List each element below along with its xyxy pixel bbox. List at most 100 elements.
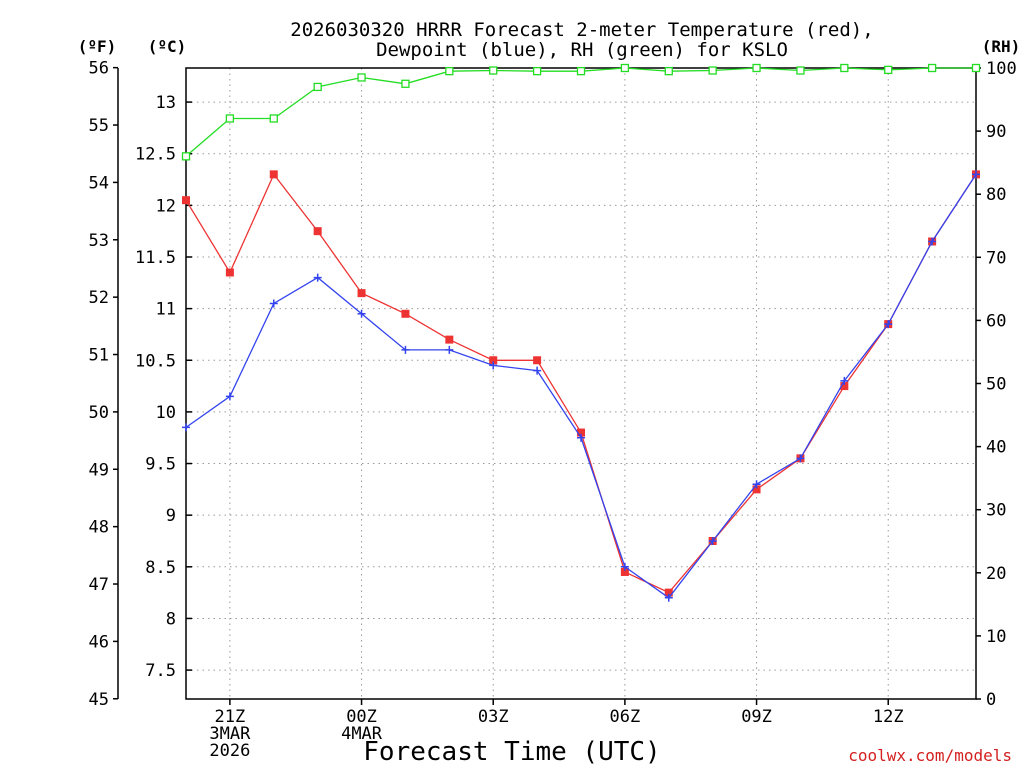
rh-point xyxy=(971,63,981,73)
rh-point xyxy=(401,79,410,88)
temperature-point xyxy=(489,356,498,365)
temperature-point xyxy=(269,170,278,179)
rh-unit-label: (RH) xyxy=(982,37,1021,56)
dewpoint-point xyxy=(313,273,322,282)
x-axis-label: Forecast Time (UTC) xyxy=(363,737,660,767)
rh-point xyxy=(927,63,937,73)
fahrenheit-tick-label: 47 xyxy=(89,575,109,595)
rh-point xyxy=(489,66,498,75)
rh-point xyxy=(313,82,322,92)
dewpoint-point xyxy=(884,320,893,329)
dewpoint-point xyxy=(972,170,980,179)
dewpoint-point xyxy=(489,361,498,370)
credit-text: coolwx.com/models xyxy=(848,746,1012,765)
rh-tick-label: 30 xyxy=(986,501,1006,521)
plot-frame xyxy=(185,67,977,700)
fahrenheit-tick-label: 48 xyxy=(89,518,109,538)
rh-line xyxy=(185,67,976,157)
celsius-tick-label: 7.5 xyxy=(145,661,176,681)
rh-tick-label: 50 xyxy=(986,375,1006,395)
rh-point xyxy=(664,67,673,76)
rh-tick-label: 90 xyxy=(986,122,1006,142)
dewpoint-point xyxy=(269,299,278,308)
rh-point xyxy=(884,65,893,75)
x-tick-label: 00Z xyxy=(346,707,377,727)
fahrenheit-tick-label: 51 xyxy=(89,346,109,366)
rh-tick-label: 80 xyxy=(986,185,1006,205)
temperature-point xyxy=(752,485,761,494)
dewpoint-point xyxy=(577,433,585,442)
dewpoint-point xyxy=(664,593,673,602)
x-tick-label: 03Z xyxy=(478,707,509,727)
rh-point xyxy=(620,63,630,73)
chart-title-line2: Dewpoint (blue), RH (green) for KSLO xyxy=(376,39,788,61)
fahrenheit-tick-label: 52 xyxy=(89,288,109,308)
dewpoint-point xyxy=(225,392,234,401)
rh-point xyxy=(181,152,191,161)
temperature-point xyxy=(182,196,190,205)
rh-point xyxy=(576,67,586,76)
dewpoint-point xyxy=(708,536,717,545)
rh-point xyxy=(269,114,278,123)
celsius-tick-label: 10 xyxy=(156,403,176,423)
celsius-tick-label: 10.5 xyxy=(135,351,176,371)
temperature-point xyxy=(577,428,585,437)
rh-point xyxy=(796,66,805,75)
dewpoint-point xyxy=(533,366,542,375)
dewpoint-point xyxy=(401,345,410,354)
fahrenheit-tick-label: 49 xyxy=(89,460,109,480)
fahrenheit-tick-label: 56 xyxy=(89,59,109,79)
dewpoint-point xyxy=(840,376,849,385)
x-tick-label: 21Z xyxy=(215,707,246,727)
fahrenheit-tick-label: 55 xyxy=(89,116,109,136)
dewpoint-point xyxy=(752,480,761,489)
dewpoint-point xyxy=(182,423,190,432)
temperature-point xyxy=(840,382,849,391)
axes: 45 46 47 48 49 50 51 52 53 54 55 56 7.5 8 8.5 9 9.5 10 10.… xyxy=(89,59,1017,761)
fahrenheit-tick-label: 53 xyxy=(89,231,109,251)
grid-lines xyxy=(186,68,976,699)
temperature-point xyxy=(313,227,322,236)
x-tick-label: 06Z xyxy=(610,707,641,727)
x-tick-label: 3MAR xyxy=(209,724,251,744)
x-tick-label: 4MAR xyxy=(341,724,383,744)
temperature-point xyxy=(225,268,234,277)
celsius-tick-label: 12.5 xyxy=(135,145,176,165)
temperature-point xyxy=(401,309,410,318)
dewpoint-point xyxy=(445,345,454,354)
rh-point xyxy=(840,63,849,73)
rh-tick-label: 20 xyxy=(986,564,1006,584)
data-series xyxy=(181,63,981,602)
celsius-tick-label: 13 xyxy=(156,93,176,113)
temperature-line xyxy=(185,173,977,594)
temperature-point xyxy=(533,356,542,365)
x-tick-label: 12Z xyxy=(873,707,904,727)
celsius-tick-label: 8 xyxy=(166,609,176,629)
rh-tick-label: 40 xyxy=(986,438,1006,458)
dewpoint-point xyxy=(620,562,629,571)
rh-point xyxy=(445,67,454,76)
rh-point xyxy=(225,114,235,123)
rh-point xyxy=(708,66,717,75)
fahrenheit-tick-label: 46 xyxy=(89,632,109,652)
dewpoint-point xyxy=(928,237,937,246)
x-tick-label: 09Z xyxy=(741,707,772,727)
celsius-tick-label: 9 xyxy=(166,506,176,526)
dewpoint-line xyxy=(185,174,977,599)
rh-point xyxy=(752,63,761,73)
rh-tick-label: 10 xyxy=(986,627,1006,647)
celsius-tick-label: 12 xyxy=(156,196,176,216)
temperature-point xyxy=(620,567,629,576)
x-tick-label: 2026 xyxy=(209,741,250,761)
dewpoint-point xyxy=(796,454,805,463)
fahrenheit-tick-label: 45 xyxy=(89,690,109,710)
celsius-unit-label: (ºC) xyxy=(148,37,187,56)
rh-tick-label: 0 xyxy=(986,690,996,710)
celsius-tick-label: 11 xyxy=(156,300,176,320)
chart-title-line1: 2026030320 HRRR Forecast 2-meter Tempera… xyxy=(290,19,873,41)
rh-tick-label: 70 xyxy=(986,248,1006,268)
dewpoint-point xyxy=(357,309,366,318)
temperature-point xyxy=(445,335,454,344)
fahrenheit-tick-label: 50 xyxy=(89,403,109,423)
